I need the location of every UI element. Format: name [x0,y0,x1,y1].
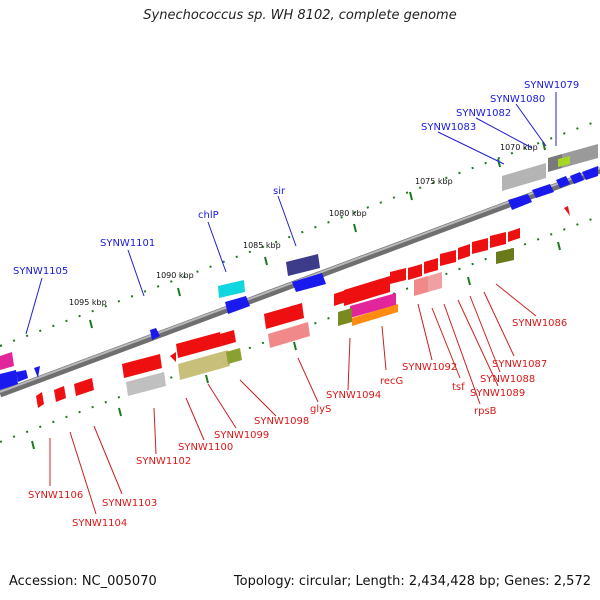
gene-SYNW1102[interactable] [126,372,166,396]
gene-chlP[interactable] [218,280,245,298]
gene-sir[interactable] [286,254,320,276]
reverse-genes [36,206,570,408]
label-SYNW1089[interactable]: SYNW1089 [470,388,525,399]
gene-rpsB[interactable] [440,250,456,266]
label-recG[interactable]: recG [380,376,403,387]
gene-SYNW1105-blue[interactable] [0,370,18,390]
genome-summary-text: Topology: circular; Length: 2,434,428 bp… [233,574,591,589]
label-tsf[interactable]: tsf [452,382,465,393]
label-SYNW1099[interactable]: SYNW1099 [214,430,269,441]
label-SYNW1086[interactable]: SYNW1086 [512,318,567,329]
kbp-1070: 1070 kbp [500,143,538,152]
gene-SYNW1106[interactable] [36,392,44,408]
gene-SYNW1104[interactable] [54,386,66,402]
gene-SYNW1092[interactable] [408,264,422,280]
upper-tick-track [0,119,600,347]
label-SYNW1103[interactable]: SYNW1103 [102,498,157,509]
gene-blue-c[interactable] [556,176,570,188]
kbp-1085: 1085 kbp [243,241,281,250]
gene-SYNW1089[interactable] [458,244,470,260]
gene-blue-d[interactable] [570,172,584,184]
label-SYNW1080[interactable]: SYNW1080 [490,94,545,105]
gene-SYNW1102-small[interactable] [170,352,176,362]
gene-tsf[interactable] [424,258,438,274]
label-SYNW1087[interactable]: SYNW1087 [492,359,547,370]
gene-SYNW1082[interactable] [502,163,546,191]
gene-blue-a[interactable] [508,194,532,210]
gene-sir-blue[interactable] [292,273,326,292]
label-chlP[interactable]: chlP [198,210,219,221]
bottom-connectors [49,283,537,515]
label-rpsB[interactable]: rpsB [474,406,497,417]
forward-genes [0,144,598,390]
label-SYNW1098[interactable]: SYNW1098 [254,416,309,427]
top-connectors [25,92,557,335]
gene-SYNW1087[interactable] [490,232,506,248]
label-sir[interactable]: sir [273,186,286,197]
gene-SYNW1099[interactable] [220,330,236,346]
gene-recG-pink[interactable] [350,293,396,318]
gene-SYNW1099-olive-b[interactable] [226,348,242,364]
gene-SYNW1080-green[interactable] [558,156,570,167]
gene-blue-e[interactable] [582,166,598,180]
major-ticks [31,141,561,450]
gene-glyS-pink[interactable] [268,322,310,348]
gene-glyS[interactable] [264,303,304,329]
label-SYNW1100[interactable]: SYNW1100 [178,442,233,453]
gene-recG-orange[interactable] [352,304,398,326]
gene-SYNW1079[interactable] [562,144,598,168]
gene-small-red[interactable] [390,268,406,284]
gene-SYNW1086[interactable] [508,228,520,242]
label-SYNW1102[interactable]: SYNW1102 [136,456,191,467]
label-SYNW1088[interactable]: SYNW1088 [480,374,535,385]
gene-blue-b[interactable] [532,184,554,198]
label-SYNW1105[interactable]: SYNW1105 [13,266,68,277]
gene-SYNW1092-pink[interactable] [414,276,428,296]
gene-SYNW1099-olive[interactable] [178,350,230,380]
label-SYNW1092[interactable]: SYNW1092 [402,362,457,373]
kbp-1075: 1075 kbp [415,177,453,186]
label-SYNW1106[interactable]: SYNW1106 [28,490,83,501]
map-title: Synechococcus sp. WH 8102, complete geno… [143,8,457,23]
label-glyS[interactable]: glyS [310,404,331,415]
kbp-1080: 1080 kbp [329,209,367,218]
gene-SYNW1088[interactable] [472,238,488,254]
label-SYNW1082[interactable]: SYNW1082 [456,108,511,119]
gene-SYNW1105-blue-b[interactable] [16,370,28,382]
label-SYNW1104[interactable]: SYNW1104 [72,518,127,529]
gene-red-flag[interactable] [564,206,570,216]
label-SYNW1101[interactable]: SYNW1101 [100,238,155,249]
gene-SYNW1098[interactable] [176,332,222,358]
label-SYNW1094[interactable]: SYNW1094 [326,390,381,401]
gene-SYNW1103[interactable] [74,378,94,396]
gene-SYNW1092-pink-b[interactable] [428,272,442,292]
gene-SYNW1100[interactable] [122,354,162,378]
gene-SYNW1094-olive[interactable] [338,308,352,326]
gene-SYNW1105-blue-c[interactable] [34,366,40,378]
gene-SYNW1105-pink[interactable] [0,352,14,370]
label-SYNW1079[interactable]: SYNW1079 [524,80,579,91]
kbp-1095: 1095 kbp [69,298,107,307]
gene-SYNW1080[interactable] [548,154,562,172]
gene-SYNW1101[interactable] [150,328,160,340]
gene-olive-a[interactable] [496,248,514,264]
kbp-1090: 1090 kbp [156,271,194,280]
gene-SYNW1094-red[interactable] [334,290,346,306]
gene-chlP-blue[interactable] [225,296,250,314]
accession-text: Accession: NC_005070 [9,574,157,589]
label-SYNW1083[interactable]: SYNW1083 [421,122,476,133]
gene-recG[interactable] [344,276,390,306]
